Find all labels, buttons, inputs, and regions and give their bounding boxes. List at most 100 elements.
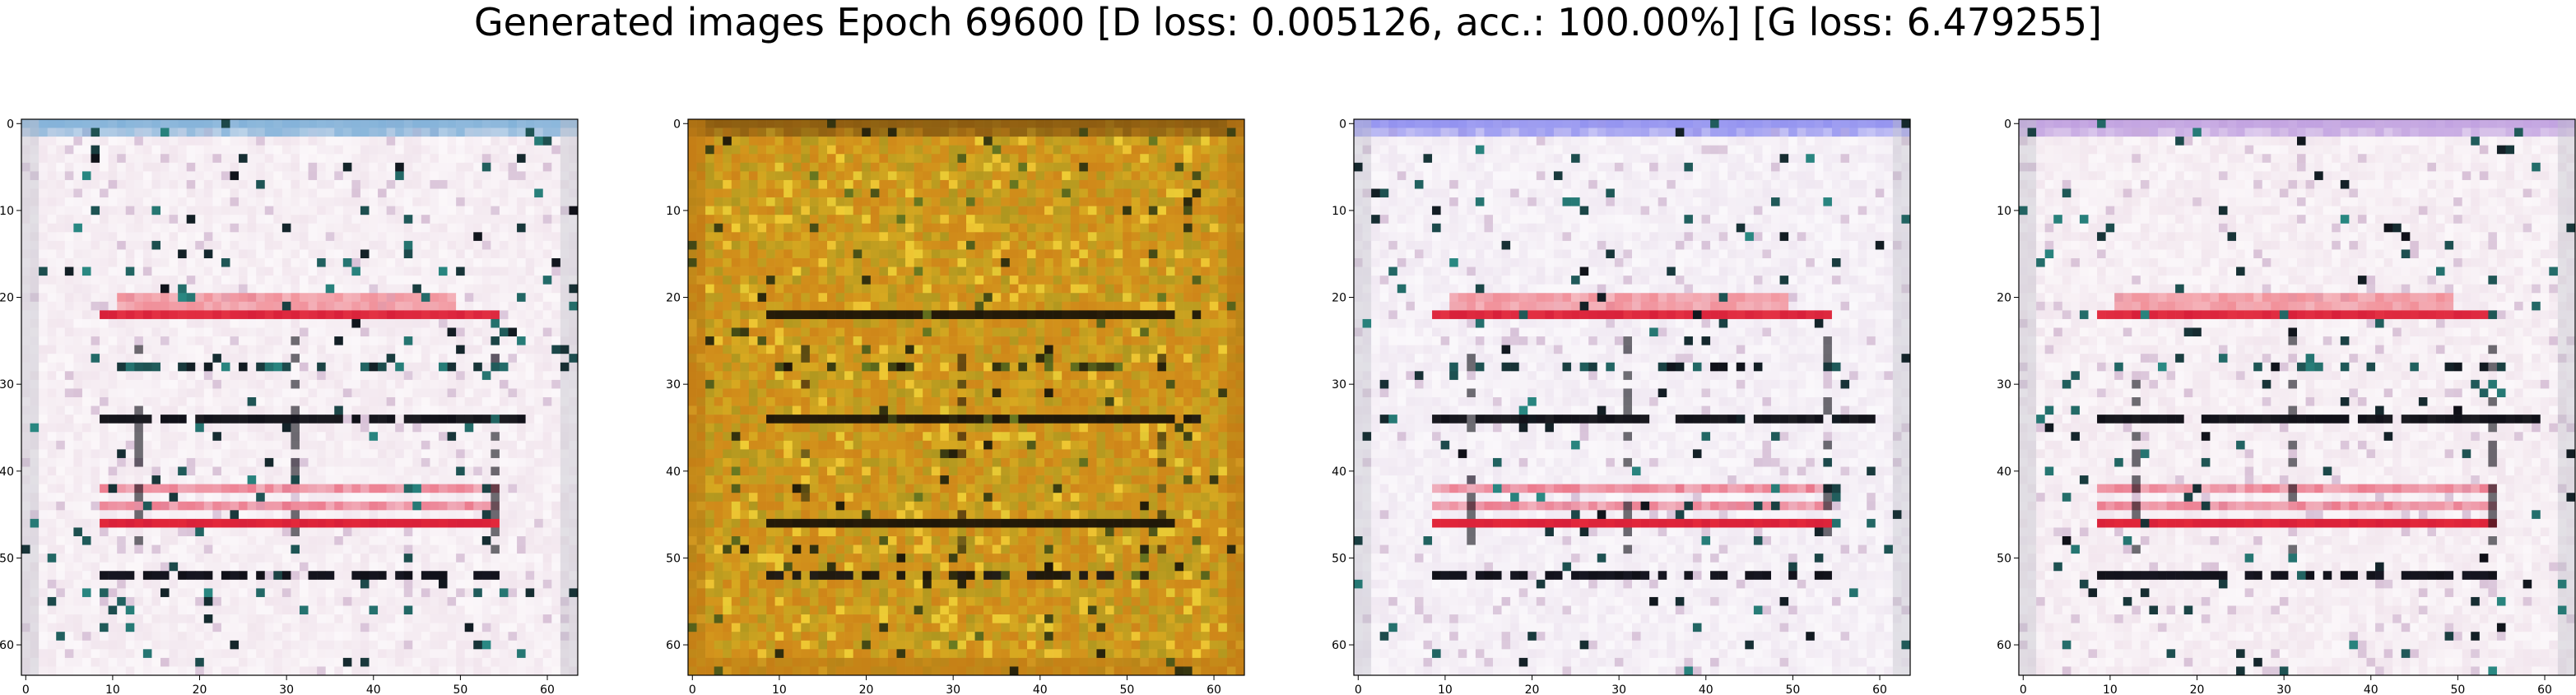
pixel (464, 640, 474, 650)
pixel (499, 154, 509, 164)
pixel (412, 554, 422, 563)
pixel (560, 666, 570, 676)
pixel (178, 440, 187, 450)
pixel (317, 632, 326, 642)
pixel (230, 354, 239, 364)
pixel (342, 588, 352, 598)
pixel (421, 432, 430, 442)
pixel (73, 544, 83, 554)
pixel (1192, 179, 1202, 189)
pixel (1096, 197, 1106, 206)
pixel (56, 249, 66, 259)
pixel (464, 484, 474, 493)
pixel (142, 145, 152, 155)
pixel (456, 379, 465, 389)
pixel (1235, 127, 1245, 137)
pixel (1201, 137, 1211, 146)
pixel (281, 232, 291, 242)
pixel (308, 493, 318, 503)
pixel (456, 179, 465, 189)
pixel (108, 179, 118, 189)
pixel (230, 336, 239, 345)
pixel (81, 327, 91, 337)
pixel (966, 154, 975, 164)
pixel (542, 379, 552, 389)
pixel (21, 449, 30, 459)
pixel (853, 223, 863, 233)
pixel (456, 518, 465, 528)
pixel (395, 162, 405, 172)
pixel (378, 293, 387, 303)
pixel (447, 649, 457, 659)
pixel (403, 632, 413, 642)
pixel (1235, 197, 1245, 206)
pixel (887, 232, 897, 242)
pixel (421, 354, 430, 364)
pixel (264, 475, 274, 484)
pixel (230, 666, 239, 676)
pixel (64, 397, 74, 406)
pixel (64, 666, 74, 676)
pixel (317, 240, 326, 250)
pixel (195, 432, 205, 442)
pixel (378, 554, 387, 563)
pixel (195, 466, 205, 476)
pixel (992, 223, 1002, 233)
pixel (195, 554, 205, 563)
pixel (491, 345, 500, 354)
pixel (56, 632, 66, 642)
pixel (551, 449, 561, 459)
pixel (1062, 154, 1072, 164)
pixel (696, 232, 706, 242)
pixel (412, 137, 422, 146)
pixel (1096, 137, 1106, 146)
pixel (239, 232, 248, 242)
pixel (212, 596, 222, 606)
pixel (300, 562, 309, 572)
pixel (264, 510, 274, 520)
pixel (125, 640, 135, 650)
pixel (230, 171, 239, 181)
pixel (47, 354, 57, 364)
pixel (1165, 162, 1175, 172)
pixel (273, 223, 283, 233)
pixel (542, 571, 552, 581)
pixel (464, 415, 474, 424)
pixel (186, 493, 196, 503)
pixel (853, 119, 863, 128)
pixel (723, 145, 732, 155)
pixel (39, 154, 48, 164)
pixel (940, 232, 950, 242)
pixel (464, 266, 474, 276)
pixel (551, 362, 561, 372)
pixel (569, 527, 579, 537)
pixel (792, 154, 802, 164)
pixel (73, 605, 83, 615)
pixel (64, 276, 74, 285)
pixel (273, 354, 283, 364)
pixel (239, 301, 248, 311)
pixel (125, 475, 135, 484)
pixel (281, 188, 291, 198)
pixel (464, 371, 474, 381)
pixel (1105, 206, 1114, 215)
pixel (108, 188, 118, 198)
pixel (142, 640, 152, 650)
pixel (300, 249, 309, 259)
pixel (273, 440, 283, 450)
pixel (378, 258, 387, 267)
pixel (108, 318, 118, 328)
pixel (273, 249, 283, 259)
pixel (351, 415, 361, 424)
pixel (221, 562, 230, 572)
pixel (412, 388, 422, 398)
pixel (525, 554, 535, 563)
pixel (774, 215, 784, 225)
pixel (378, 362, 387, 372)
pixel (534, 475, 544, 484)
pixel (360, 318, 370, 328)
pixel (264, 632, 274, 642)
pixel (308, 318, 318, 328)
pixel (481, 327, 491, 337)
pixel (386, 371, 396, 381)
